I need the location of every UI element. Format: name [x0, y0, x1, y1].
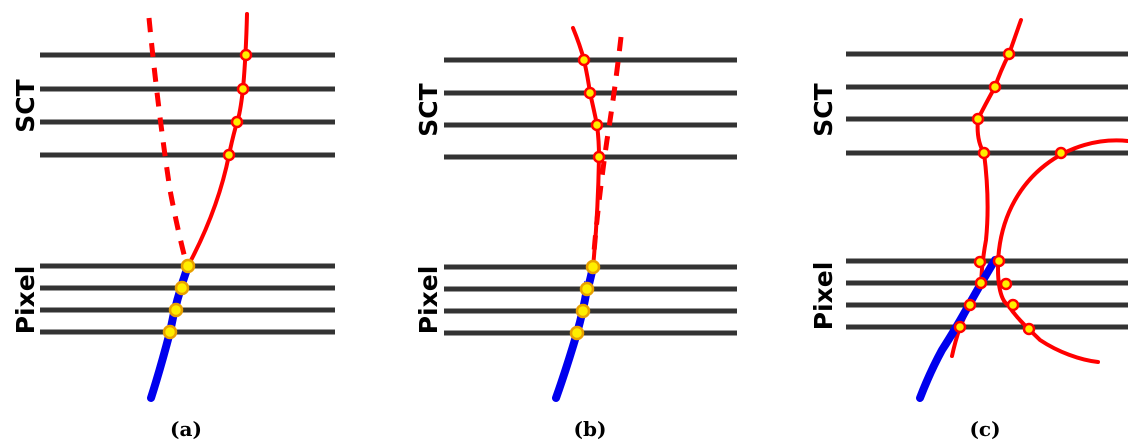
- hits: [953, 47, 1068, 336]
- pixel-hit: [974, 276, 988, 290]
- sct-hit: [977, 146, 991, 160]
- fake-track-dashed: [590, 36, 624, 266]
- pixel-label: Pixel: [809, 262, 838, 331]
- sct-hit: [590, 118, 604, 132]
- hits: [162, 48, 253, 340]
- pixel-hit: [569, 325, 585, 341]
- pixel-hit: [579, 281, 595, 297]
- sct-hit: [230, 115, 244, 129]
- sct-hit: [592, 150, 606, 164]
- sct-hit: [222, 148, 236, 162]
- sct-hit: [1054, 146, 1068, 160]
- sct-hit: [988, 80, 1002, 94]
- caption-c: (c): [969, 417, 1000, 441]
- sct-label: SCT: [809, 83, 838, 136]
- fake-track-dashed: [146, 17, 189, 263]
- pixel-hit: [162, 324, 178, 340]
- pixel-hit: [973, 255, 987, 269]
- sct-hit: [239, 48, 253, 62]
- pixel-hit: [992, 254, 1006, 268]
- pixel-hit: [999, 277, 1013, 291]
- pixel-label: Pixel: [414, 266, 443, 335]
- sct-track: [186, 12, 249, 268]
- sct-layers: [444, 57, 737, 160]
- pixel-hit: [953, 320, 967, 334]
- pixel-hit: [963, 298, 977, 312]
- sct-hit: [583, 86, 597, 100]
- panel-a: SCT Pixel (a): [11, 12, 335, 441]
- curling-track: [996, 138, 1128, 364]
- panel-c: SCT Pixel (c): [809, 18, 1128, 441]
- panel-b: SCT Pixel (b): [414, 26, 737, 441]
- pixel-hit: [1022, 322, 1036, 336]
- sct-hit: [577, 53, 591, 67]
- pixel-hit: [1006, 298, 1020, 312]
- sct-label: SCT: [11, 79, 40, 132]
- pixel-label: Pixel: [11, 266, 40, 335]
- sct-hit: [971, 112, 985, 126]
- sct-hit: [1002, 47, 1016, 61]
- sct-layers: [40, 52, 335, 158]
- hits: [569, 53, 606, 341]
- pixel-layers: [846, 258, 1128, 330]
- caption-a: (a): [170, 417, 202, 441]
- sct-hit: [236, 82, 250, 96]
- pixel-hit: [180, 258, 196, 274]
- pixel-hit: [585, 259, 601, 275]
- pixel-hit: [174, 280, 190, 296]
- sct-label: SCT: [414, 83, 443, 136]
- pixel-hit: [168, 302, 184, 318]
- caption-b: (b): [574, 417, 607, 441]
- pixel-hit: [575, 303, 591, 319]
